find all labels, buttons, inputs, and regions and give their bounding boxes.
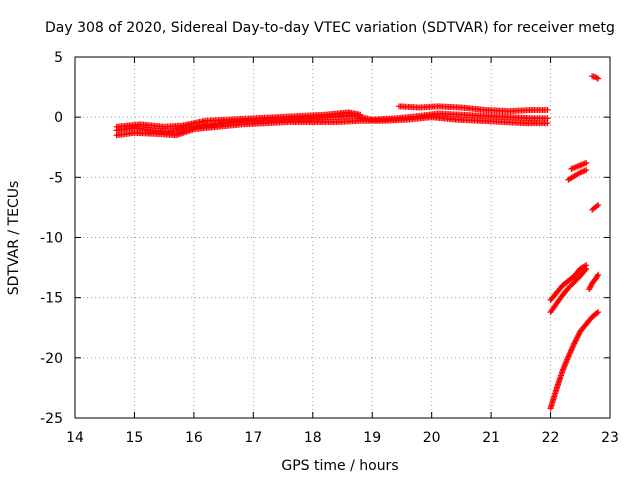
axis-ticks: 14 15 16 17 18 19 20 21 22 23 5 0 -5 -10 -15 -20 -25 xyxy=(40,50,619,446)
data-point xyxy=(583,159,590,166)
x-tick-label: 19 xyxy=(363,430,381,446)
y-tick-label: -25 xyxy=(40,411,63,427)
x-tick-label: 14 xyxy=(66,430,84,446)
x-tick-label: 18 xyxy=(304,430,322,446)
y-tick-label: 0 xyxy=(54,110,63,126)
x-tick-label: 16 xyxy=(185,430,203,446)
y-tick-label: -10 xyxy=(40,231,63,247)
x-tick-label: 20 xyxy=(423,430,441,446)
chart-title: Day 308 of 2020, Sidereal Day-to-day VTE… xyxy=(45,20,615,36)
data-point xyxy=(544,106,551,113)
y-tick-label: -5 xyxy=(49,170,63,186)
y-tick-label: -15 xyxy=(40,291,63,307)
data-point xyxy=(357,111,364,118)
x-tick-label: 17 xyxy=(244,430,262,446)
y-axis-label: SDTVAR / TECUs xyxy=(6,181,22,296)
data-point xyxy=(595,271,602,278)
data-point xyxy=(583,167,590,174)
data-point xyxy=(593,310,600,317)
x-tick-label: 23 xyxy=(601,430,619,446)
data-point xyxy=(583,265,590,272)
x-tick-label: 15 xyxy=(126,430,144,446)
data-point xyxy=(595,75,602,82)
y-tick-label: -20 xyxy=(40,351,63,367)
data-point xyxy=(544,120,551,127)
y-tick-label: 5 xyxy=(54,50,63,66)
x-tick-label: 22 xyxy=(542,430,560,446)
x-tick-label: 21 xyxy=(482,430,500,446)
x-axis-label: GPS time / hours xyxy=(281,458,398,474)
data-point xyxy=(594,273,601,280)
plot-frame xyxy=(74,56,611,419)
data-point xyxy=(595,309,602,316)
data-point xyxy=(582,266,589,273)
data-points xyxy=(113,73,602,412)
data-point xyxy=(595,202,602,209)
